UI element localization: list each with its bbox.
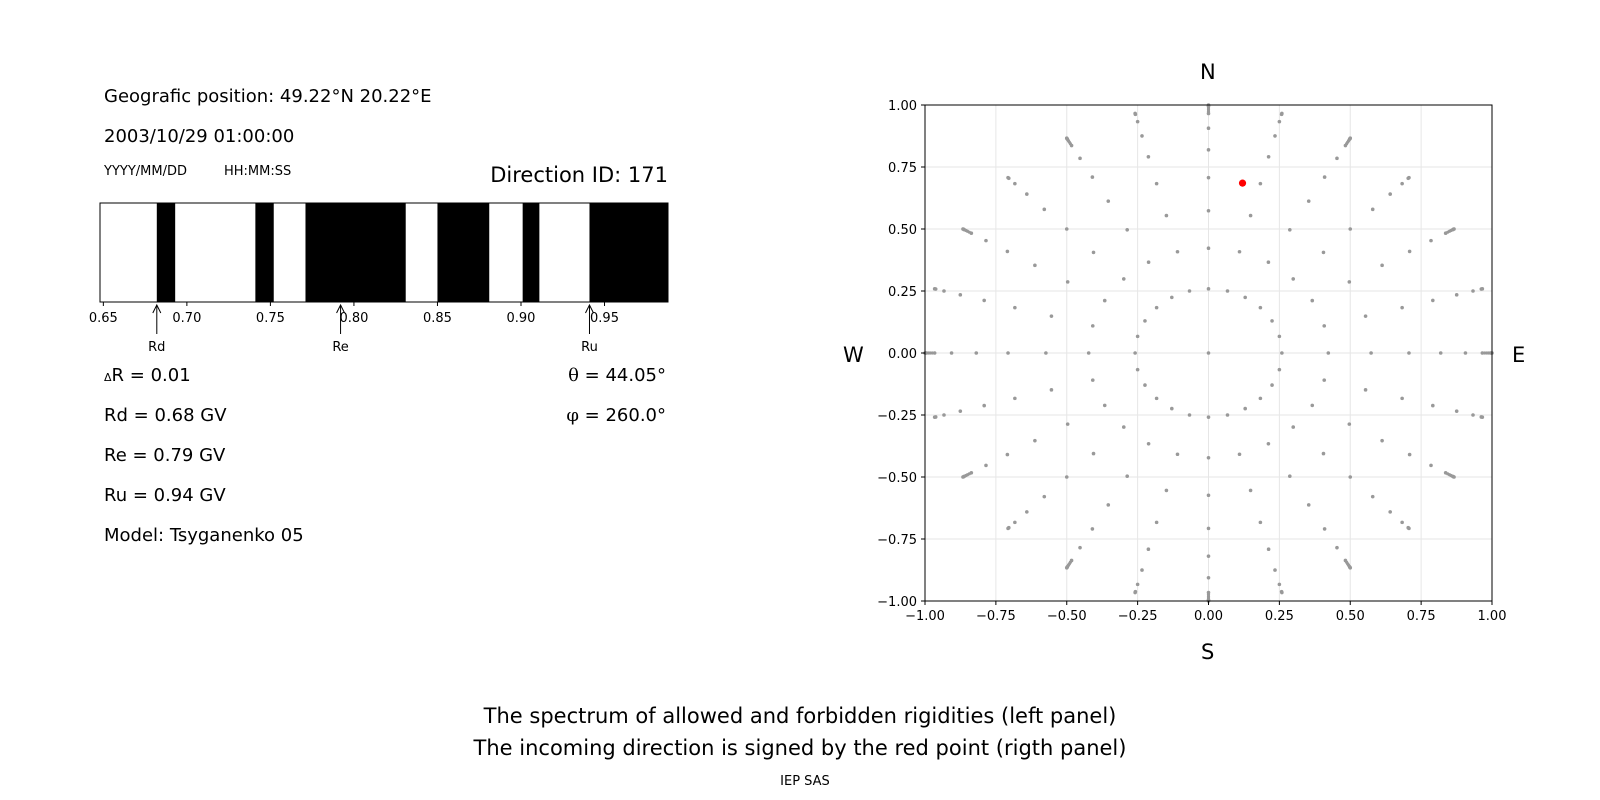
forbidden-band [255, 203, 274, 302]
delta-r-text: R = 0.01 [111, 365, 191, 386]
marker-arrow-head [152, 303, 162, 314]
forbidden-band [437, 203, 490, 302]
west-label: W [843, 343, 864, 367]
forbidden-band [305, 203, 406, 302]
theta-value: θ = 44.05° [568, 365, 666, 386]
direction-id: Direction ID: 171 [490, 163, 668, 187]
spectrum-tick-label: 0.80 [339, 311, 368, 326]
marker-label: Ru [581, 340, 598, 355]
spectrum-tick-label: 0.90 [507, 311, 536, 326]
phi-text: = 260.0° [578, 405, 666, 426]
marker-arrow-head [585, 303, 594, 314]
forbidden-band [589, 203, 668, 302]
spectrum-tick-label: 0.85 [423, 311, 452, 326]
delta-symbol: Δ [104, 371, 112, 384]
spectrum-tick-label: 0.65 [89, 311, 118, 326]
marker-arrow-head [336, 303, 346, 314]
theta-symbol: θ [568, 365, 579, 386]
forbidden-band [156, 203, 176, 302]
rd-value: Rd = 0.68 GV [104, 405, 227, 426]
datetime: 2003/10/29 01:00:00 [104, 126, 295, 147]
phi-value: φ = 260.0° [566, 405, 666, 426]
north-label: N [1200, 60, 1216, 84]
caption-line-2: The incoming direction is signed by the … [473, 736, 1127, 760]
ru-value: Ru = 0.94 GV [104, 485, 226, 506]
south-label: S [1201, 640, 1215, 664]
credit-label: IEP SAS [780, 774, 830, 789]
spectrum-frame [99, 202, 669, 303]
delta-r: ΔR = 0.01 [104, 365, 191, 386]
spectrum-tick-label: 0.95 [590, 311, 619, 326]
re-value: Re = 0.79 GV [104, 445, 226, 466]
marker-label: Re [332, 340, 348, 355]
marker-label: Rd [148, 340, 165, 355]
model-name: Model: Tsyganenko 05 [104, 525, 304, 546]
date-format-label: YYYY/MM/DD [104, 164, 187, 179]
phi-symbol: φ [566, 405, 579, 426]
geo-position: Geografic position: 49.22°N 20.22°E [104, 86, 432, 107]
forbidden-band [522, 203, 540, 302]
east-label: E [1512, 343, 1526, 367]
theta-text: = 44.05° [578, 365, 666, 386]
spectrum-tick-label: 0.70 [172, 311, 201, 326]
spectrum-tick-label: 0.75 [256, 311, 285, 326]
caption-line-1: The spectrum of allowed and forbidden ri… [483, 704, 1117, 728]
time-format-label: HH:MM:SS [224, 164, 292, 179]
